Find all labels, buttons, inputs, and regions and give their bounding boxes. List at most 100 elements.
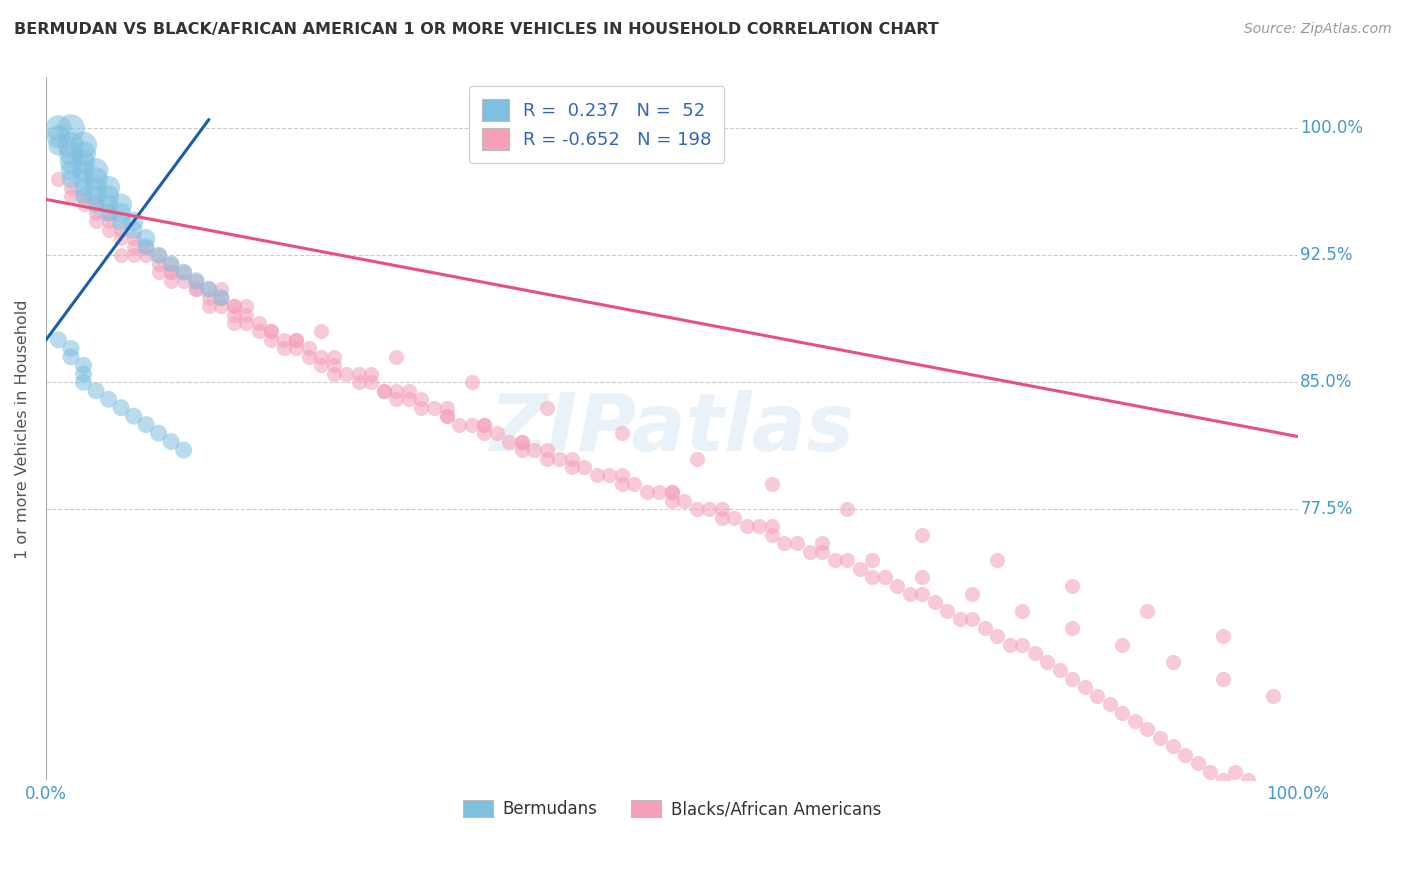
Point bbox=[84, 384, 107, 398]
Point bbox=[886, 578, 908, 592]
Point bbox=[298, 342, 321, 356]
Point bbox=[122, 240, 145, 254]
Point bbox=[498, 434, 520, 449]
Point bbox=[72, 189, 94, 203]
Point bbox=[260, 333, 283, 347]
Point bbox=[860, 553, 883, 567]
Point bbox=[436, 409, 458, 424]
Point bbox=[811, 536, 834, 550]
Point bbox=[186, 274, 208, 288]
Point bbox=[110, 401, 132, 415]
Point bbox=[574, 460, 596, 475]
Point bbox=[1187, 756, 1209, 771]
Point bbox=[761, 477, 783, 491]
Point bbox=[135, 240, 157, 254]
Point bbox=[97, 223, 120, 237]
Point bbox=[285, 333, 308, 347]
Point bbox=[48, 121, 70, 136]
Point bbox=[1098, 697, 1121, 711]
Point bbox=[1062, 621, 1084, 635]
Point bbox=[962, 587, 984, 601]
Point bbox=[72, 155, 94, 169]
Point bbox=[260, 325, 283, 339]
Point bbox=[135, 417, 157, 432]
Point bbox=[122, 231, 145, 245]
Point bbox=[148, 265, 170, 279]
Text: BERMUDAN VS BLACK/AFRICAN AMERICAN 1 OR MORE VEHICLES IN HOUSEHOLD CORRELATION C: BERMUDAN VS BLACK/AFRICAN AMERICAN 1 OR … bbox=[14, 22, 939, 37]
Point bbox=[472, 417, 495, 432]
Point bbox=[610, 426, 633, 441]
Point bbox=[510, 434, 533, 449]
Point bbox=[209, 291, 232, 305]
Point bbox=[48, 138, 70, 153]
Point bbox=[962, 612, 984, 626]
Point bbox=[72, 172, 94, 186]
Point bbox=[924, 595, 946, 609]
Y-axis label: 1 or more Vehicles in Household: 1 or more Vehicles in Household bbox=[15, 299, 30, 558]
Point bbox=[209, 282, 232, 296]
Point bbox=[72, 197, 94, 211]
Point bbox=[1087, 689, 1109, 703]
Point bbox=[536, 451, 558, 466]
Point bbox=[72, 146, 94, 161]
Point bbox=[84, 214, 107, 228]
Point bbox=[673, 493, 696, 508]
Point bbox=[648, 485, 671, 500]
Point bbox=[1049, 663, 1071, 677]
Point bbox=[735, 519, 758, 533]
Point bbox=[311, 359, 333, 373]
Point bbox=[235, 308, 257, 322]
Point bbox=[84, 163, 107, 178]
Point bbox=[222, 316, 245, 330]
Point bbox=[686, 451, 709, 466]
Point bbox=[898, 587, 921, 601]
Point bbox=[72, 180, 94, 194]
Point bbox=[48, 333, 70, 347]
Point bbox=[84, 206, 107, 220]
Point bbox=[623, 477, 645, 491]
Point bbox=[335, 367, 357, 381]
Point bbox=[173, 274, 195, 288]
Point bbox=[60, 342, 83, 356]
Point bbox=[186, 282, 208, 296]
Point bbox=[148, 257, 170, 271]
Point bbox=[347, 367, 370, 381]
Point bbox=[710, 510, 733, 524]
Point bbox=[60, 146, 83, 161]
Point bbox=[84, 189, 107, 203]
Point bbox=[97, 206, 120, 220]
Point bbox=[235, 316, 257, 330]
Point bbox=[398, 392, 420, 407]
Point bbox=[186, 282, 208, 296]
Point bbox=[598, 468, 620, 483]
Point bbox=[97, 206, 120, 220]
Point bbox=[311, 350, 333, 364]
Point bbox=[1212, 672, 1234, 686]
Point bbox=[298, 350, 321, 364]
Point bbox=[222, 299, 245, 313]
Point bbox=[1261, 781, 1284, 796]
Point bbox=[148, 248, 170, 262]
Point bbox=[661, 485, 683, 500]
Point bbox=[523, 443, 546, 458]
Point bbox=[873, 570, 896, 584]
Point bbox=[273, 333, 295, 347]
Point bbox=[1236, 773, 1258, 788]
Point bbox=[385, 392, 408, 407]
Point bbox=[686, 502, 709, 516]
Point bbox=[561, 460, 583, 475]
Point bbox=[60, 138, 83, 153]
Point bbox=[1036, 655, 1059, 669]
Point bbox=[911, 570, 934, 584]
Point bbox=[347, 376, 370, 390]
Point bbox=[1111, 638, 1133, 652]
Point bbox=[160, 274, 183, 288]
Point bbox=[447, 417, 470, 432]
Point bbox=[848, 561, 870, 575]
Point bbox=[860, 570, 883, 584]
Point bbox=[173, 265, 195, 279]
Point bbox=[1123, 714, 1146, 728]
Point bbox=[986, 553, 1008, 567]
Text: 100.0%: 100.0% bbox=[1301, 120, 1364, 137]
Point bbox=[173, 265, 195, 279]
